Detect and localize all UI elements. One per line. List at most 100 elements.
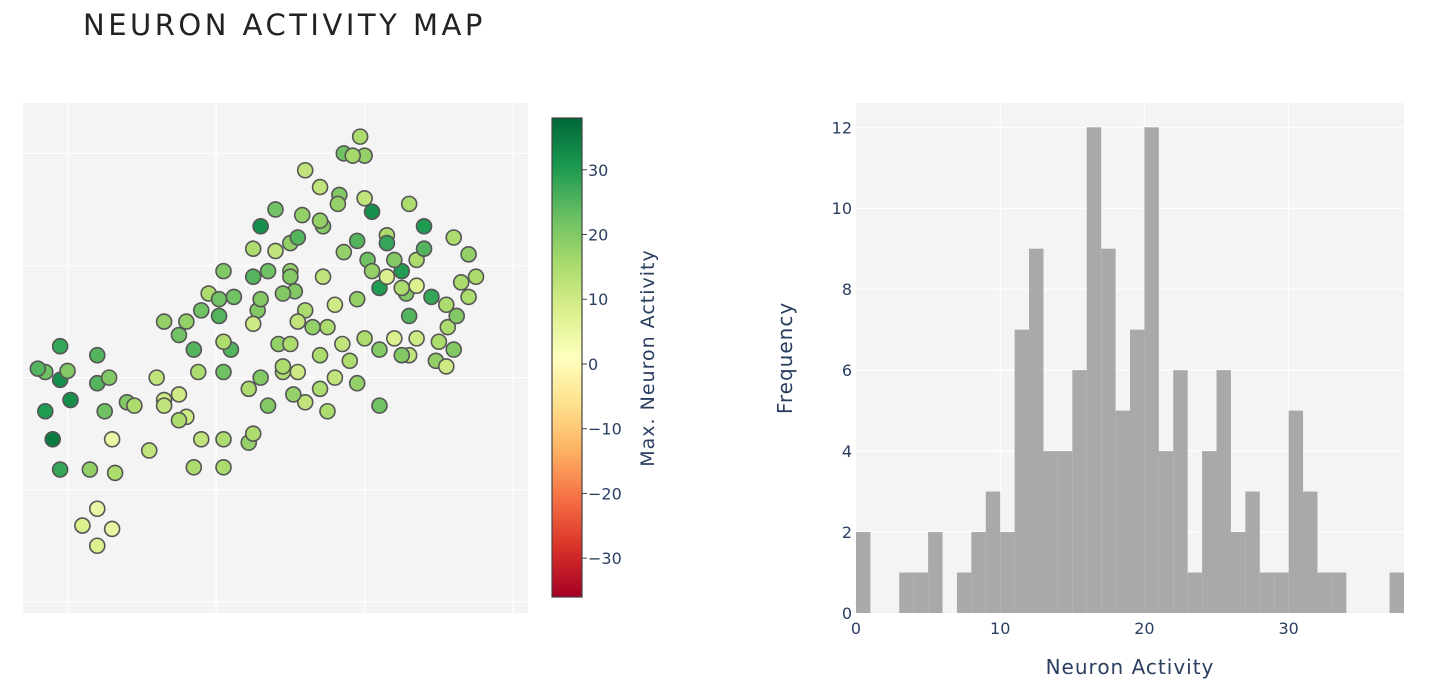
scatter-point xyxy=(341,352,359,370)
scatter-point xyxy=(438,296,455,314)
scatter-point xyxy=(274,358,292,375)
scatter-point xyxy=(363,262,381,280)
x-axis-title: Neuron Activity xyxy=(1046,655,1215,679)
y-tick-label: 4 xyxy=(842,442,852,461)
histogram-bar xyxy=(856,532,871,613)
scatter-point xyxy=(100,369,118,386)
colorbar-tick-label: −30 xyxy=(588,549,622,568)
scatter-point xyxy=(274,285,292,302)
scatter-point xyxy=(252,290,269,308)
scatter-point xyxy=(282,335,299,353)
x-tick-label: 30 xyxy=(1278,619,1298,638)
scatter-point xyxy=(215,262,232,280)
histogram-bar xyxy=(899,572,914,613)
scatter-points xyxy=(29,128,485,555)
scatter-point xyxy=(88,500,106,518)
scatter-point xyxy=(296,302,314,319)
colorbar-tick-label: 10 xyxy=(588,290,608,309)
histogram-bar xyxy=(1029,248,1044,613)
scatter-point xyxy=(408,277,425,295)
histogram-bar xyxy=(1259,572,1275,613)
scatter-point xyxy=(244,425,262,442)
scatter-point xyxy=(351,128,369,145)
scatter-point xyxy=(445,229,463,246)
scatter-point xyxy=(51,461,69,478)
scatter-point xyxy=(448,307,466,325)
histogram-bar xyxy=(1216,370,1231,613)
scatter-point xyxy=(326,369,344,386)
colorbar-tick-label: 20 xyxy=(588,226,608,245)
scatter-point xyxy=(210,307,228,325)
scatter-point xyxy=(244,240,262,258)
scatter-point xyxy=(311,346,329,364)
scatter-point xyxy=(240,380,258,398)
y-axis-title: Frequency xyxy=(773,302,797,414)
histogram-bar xyxy=(1000,532,1015,613)
y-tick-label: 6 xyxy=(842,361,852,380)
scatter-point xyxy=(311,212,329,229)
scatter-point xyxy=(400,307,418,325)
scatter-point xyxy=(393,279,411,297)
scatter-point xyxy=(326,296,344,314)
scatter-point xyxy=(74,517,91,534)
scatter-point xyxy=(62,391,79,409)
histogram-bar xyxy=(956,572,972,613)
scatter-point xyxy=(244,315,262,333)
scatter-point xyxy=(29,360,47,377)
scatter-point xyxy=(44,430,62,448)
scatter-point xyxy=(319,402,336,420)
colorbar-ticks: 30 20 10 0 −10 −20 −30 xyxy=(582,161,622,568)
histogram-bar xyxy=(1115,410,1130,613)
histogram-bar xyxy=(1331,572,1347,613)
histogram: 0 10 20 30 0 2 4 6 8 10 12 Neuron Activity Freque… xyxy=(773,103,1404,679)
scatter-point xyxy=(59,362,76,380)
y-tick-label: 10 xyxy=(832,199,852,218)
histogram-bar xyxy=(1389,572,1404,613)
scatter-point xyxy=(96,402,113,420)
scatter-point xyxy=(289,363,307,381)
x-tick-label: 0 xyxy=(851,619,861,638)
scatter-point xyxy=(386,330,403,347)
scatter-point xyxy=(296,161,314,179)
scatter-point xyxy=(215,363,232,381)
histogram-bar xyxy=(1014,329,1030,613)
scatter-point xyxy=(445,341,463,358)
scatter-point xyxy=(356,189,373,207)
colorbar-tick-label: 0 xyxy=(588,355,598,374)
scatter-point xyxy=(155,397,173,414)
scatter-point xyxy=(415,240,433,258)
scatter-point xyxy=(259,262,277,280)
scatter-point xyxy=(225,288,243,306)
page-title: NEURON ACTIVITY MAP xyxy=(83,8,486,42)
scatter-point xyxy=(148,369,165,386)
scatter-point xyxy=(81,461,99,478)
scatter-point xyxy=(267,201,284,218)
scatter-point xyxy=(378,268,396,286)
histogram-bar xyxy=(1187,572,1203,613)
scatter-point xyxy=(88,537,106,555)
scatter-point xyxy=(282,268,299,286)
histogram-bar xyxy=(1043,451,1058,613)
scatter-point xyxy=(296,393,314,411)
scatter-point xyxy=(155,313,173,330)
x-tick-label: 10 xyxy=(990,619,1010,638)
scatter-point xyxy=(267,242,284,260)
scatter-point xyxy=(215,430,232,448)
scatter-point xyxy=(371,341,388,358)
scatter-point xyxy=(438,358,455,375)
scatter-point xyxy=(244,268,262,286)
scatter-point xyxy=(314,268,332,286)
histogram-bar xyxy=(1072,370,1087,613)
scatter-point xyxy=(334,335,351,353)
colorbar-gradient xyxy=(551,117,583,598)
scatter-point xyxy=(386,251,403,269)
scatter-point xyxy=(319,318,336,336)
histogram-bar xyxy=(1173,370,1188,613)
scatter-point xyxy=(348,290,366,308)
scatter-point xyxy=(460,246,477,263)
histogram-bars xyxy=(856,127,1404,614)
y-tick-label: 8 xyxy=(842,280,852,299)
scatter-point xyxy=(378,234,396,252)
histogram-bar xyxy=(1288,410,1304,613)
scatter-point xyxy=(252,369,269,386)
